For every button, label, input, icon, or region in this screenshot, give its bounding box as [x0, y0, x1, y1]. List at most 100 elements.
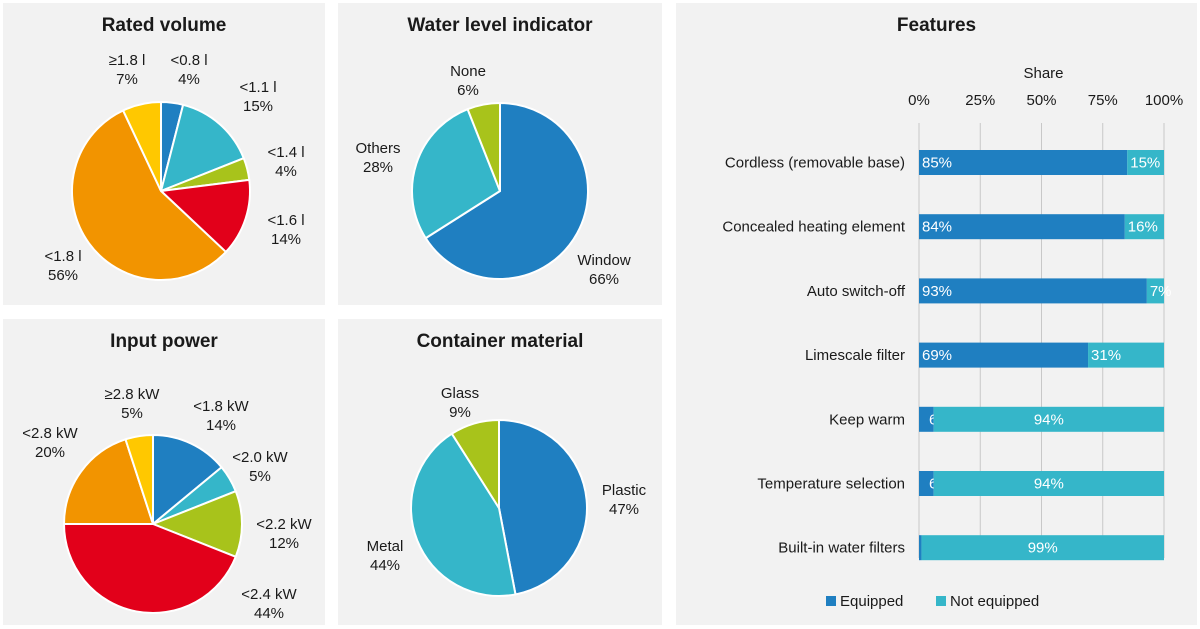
- data-label-not-equipped-concealed-heating-element: 16%: [1128, 219, 1158, 236]
- bar-equipped-built-in-water-filters: [919, 535, 922, 561]
- pie-slice-lt-2-4-kw: [63, 523, 237, 614]
- x-tick-label: 50%: [1026, 92, 1056, 109]
- pie-slice-others: [411, 108, 501, 240]
- slice-value-metal: 44%: [370, 557, 400, 574]
- x-tick-label: 100%: [1145, 92, 1183, 109]
- slice-value-plastic: 47%: [609, 501, 639, 518]
- category-label-temperature-selection: Temperature selection: [757, 476, 905, 493]
- slice-label-lt-0-8-l: <0.8 l: [170, 52, 207, 69]
- pie-slice-none: [466, 102, 501, 192]
- bar-equipped-auto-switch-off: [919, 278, 1147, 304]
- pie-slice-window: [424, 102, 589, 280]
- category-label-cordless-removable-base: Cordless (removable base): [725, 155, 905, 172]
- pie-slice-plastic: [498, 419, 588, 596]
- legend-label-not-equipped: Not equipped: [950, 593, 1039, 610]
- x-axis-label: Share: [1023, 65, 1063, 82]
- slice-value-lt-2-4-kw: 44%: [254, 605, 284, 622]
- slice-value-lt-2-8-kw: 20%: [35, 444, 65, 461]
- slice-label-lt-2-4-kw: <2.4 kW: [241, 586, 297, 603]
- slice-label-others: Others: [355, 140, 400, 157]
- bar-not-equipped-concealed-heating-element: [1124, 214, 1164, 240]
- slice-value-none: 6%: [457, 82, 479, 99]
- slice-label-lt-1-4-l: <1.4 l: [267, 144, 304, 161]
- slice-label-none: None: [450, 63, 486, 80]
- water-level-title: Water level indicator: [407, 15, 593, 36]
- bar-not-equipped-built-in-water-filters: [921, 535, 1164, 561]
- container-material-title: Container material: [416, 331, 584, 352]
- bar-equipped-temperature-selection: [919, 471, 934, 496]
- data-label-not-equipped-temperature-selection: 94%: [1034, 476, 1064, 493]
- pie-slice-ge-2-8-kw: [124, 434, 154, 525]
- slice-label-lt-2-8-kw: <2.8 kW: [22, 425, 78, 442]
- pie-slice-glass: [450, 419, 500, 509]
- slice-value-lt-1-4-l: 4%: [275, 163, 297, 180]
- x-tick-label: 75%: [1088, 92, 1118, 109]
- slice-label-ge-2-8-kw: ≥2.8 kW: [105, 386, 161, 403]
- slice-value-window: 66%: [589, 271, 619, 288]
- slice-label-lt-2-0-kw: <2.0 kW: [232, 449, 288, 466]
- bar-not-equipped-auto-switch-off: [1146, 278, 1164, 304]
- data-label-not-equipped-keep-warm: 94%: [1034, 411, 1064, 428]
- slice-label-lt-1-6-l: <1.6 l: [267, 212, 304, 229]
- bar-equipped-concealed-heating-element: [919, 214, 1125, 240]
- category-label-built-in-water-filters: Built-in water filters: [778, 540, 905, 557]
- pie-slice-metal: [410, 432, 517, 597]
- rated-volume-panel: Rated volume <0.8 l 4% <1.1 l 15% <1.4 l 4% <1…: [3, 3, 325, 305]
- slice-label-window: Window: [577, 252, 631, 269]
- data-label-equipped-cordless-removable-base: 85%: [922, 155, 952, 172]
- slice-value-lt-1-1-l: 15%: [243, 98, 273, 115]
- slice-value-lt-1-8-l: 56%: [48, 267, 78, 284]
- data-label-equipped-auto-switch-off: 93%: [922, 283, 952, 300]
- slice-value-ge-2-8-kw: 5%: [121, 405, 143, 422]
- features-bar-chart: Share 0% 25% 50% 75% 100% Cordless (removable …: [722, 65, 1183, 610]
- data-label-not-equipped-limescale-filter: 31%: [1091, 347, 1121, 364]
- bar-not-equipped-cordless-removable-base: [1127, 150, 1164, 175]
- pie-slice-ge-1-8-l: [122, 101, 162, 192]
- bar-equipped-cordless-removable-base: [919, 150, 1128, 175]
- slice-value-ge-1-8-l: 7%: [116, 71, 138, 88]
- pie-slice-lt-1-8-kw: [152, 434, 223, 525]
- input-power-title: Input power: [110, 331, 218, 352]
- slice-value-lt-1-6-l: 14%: [271, 231, 301, 248]
- legend-swatch-not-equipped: [936, 596, 946, 606]
- bar-equipped-keep-warm: [919, 406, 934, 432]
- data-label-equipped-concealed-heating-element: 84%: [922, 219, 952, 236]
- slice-value-lt-0-8-l: 4%: [178, 71, 200, 88]
- slice-value-lt-1-8-kw: 14%: [206, 417, 236, 434]
- features-panel: Features Share 0% 25% 50% 75% 100% Cordless (r…: [676, 3, 1197, 625]
- data-label-equipped-limescale-filter: 69%: [922, 347, 952, 364]
- pie-slice-lt-1-6-l: [160, 178, 251, 253]
- bar-not-equipped-keep-warm: [933, 406, 1164, 432]
- slice-label-lt-2-2-kw: <2.2 kW: [256, 516, 312, 533]
- category-label-keep-warm: Keep warm: [829, 411, 905, 428]
- water-level-pie-chart: Window 66% Others 28% None 6%: [355, 63, 631, 288]
- category-label-limescale-filter: Limescale filter: [805, 347, 905, 364]
- legend-label-equipped: Equipped: [840, 593, 903, 610]
- category-label-auto-switch-off: Auto switch-off: [807, 283, 906, 300]
- slice-value-others: 28%: [363, 159, 393, 176]
- bar-not-equipped-temperature-selection: [933, 471, 1164, 496]
- data-label-not-equipped-built-in-water-filters: 99%: [1028, 540, 1058, 557]
- container-material-panel: Container material Plastic 47% Metal 44% Gla…: [338, 319, 662, 625]
- rated-volume-pie-chart: <0.8 l 4% <1.1 l 15% <1.4 l 4% <1.6 l 14% <1.8 l…: [44, 52, 304, 284]
- rated-volume-title: Rated volume: [101, 15, 227, 36]
- bar-not-equipped-limescale-filter: [1088, 342, 1164, 368]
- slice-label-lt-1-1-l: <1.1 l: [239, 79, 276, 96]
- x-tick-label: 25%: [965, 92, 995, 109]
- slice-label-ge-1-8-l: ≥1.8 l: [109, 52, 146, 69]
- pie-slice-lt-2-8-kw: [63, 438, 154, 525]
- features-title: Features: [896, 15, 977, 36]
- slice-label-plastic: Plastic: [602, 482, 647, 499]
- category-label-concealed-heating-element: Concealed heating element: [722, 219, 905, 236]
- x-tick-label: 0%: [908, 92, 930, 109]
- pie-slice-lt-1-8-l: [70, 109, 227, 281]
- bar-equipped-limescale-filter: [919, 342, 1089, 368]
- pie-slice-lt-2-2-kw: [152, 490, 243, 558]
- legend-swatch-equipped: [826, 596, 836, 606]
- input-power-pie-chart: <1.8 kW 14% <2.0 kW 5% <2.2 kW 12% <2.4 kW 44% <…: [22, 386, 312, 622]
- data-label-not-equipped-auto-switch-off: 7%: [1150, 283, 1172, 300]
- container-material-pie-chart: Plastic 47% Metal 44% Glass 9%: [367, 385, 647, 597]
- slice-label-glass: Glass: [441, 385, 479, 402]
- input-power-panel: Input power <1.8 kW 14% <2.0 kW 5% <2.2 kW 12…: [3, 319, 325, 625]
- slice-value-lt-2-2-kw: 12%: [269, 535, 299, 552]
